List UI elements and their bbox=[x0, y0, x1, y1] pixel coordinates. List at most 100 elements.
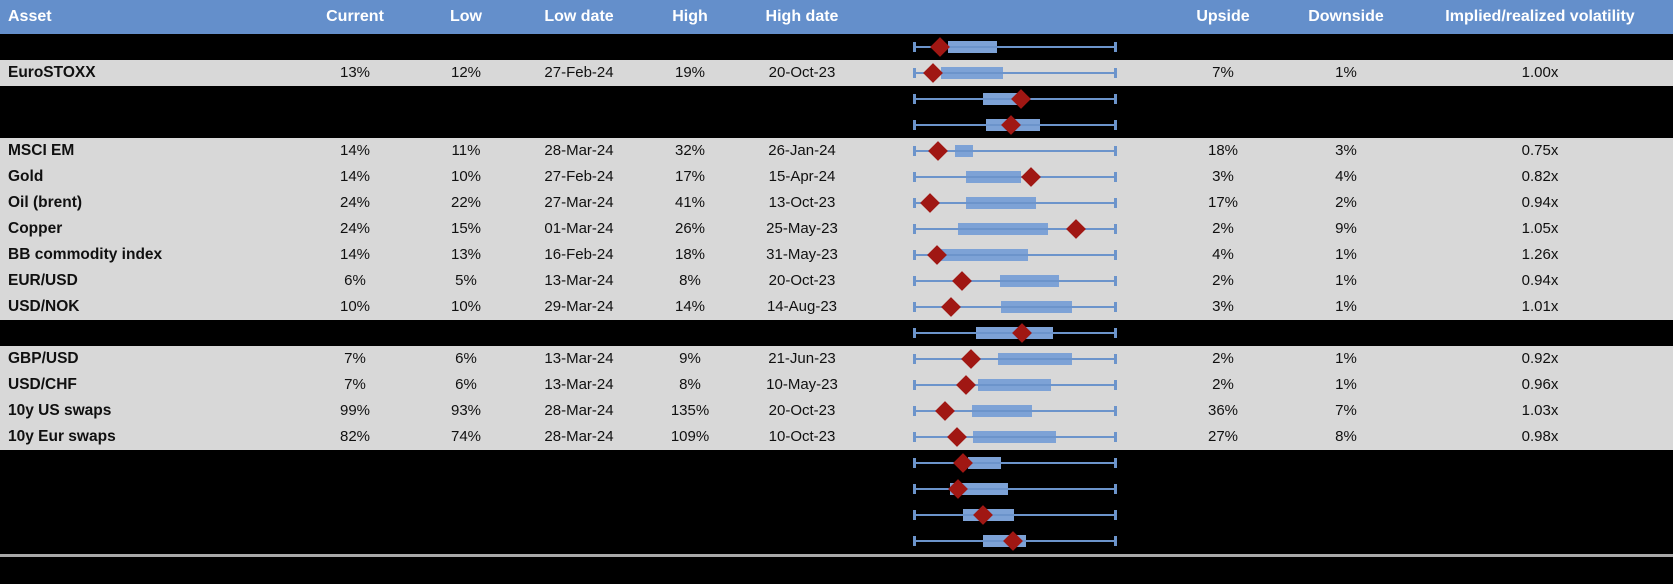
high-cell[interactable]: 109% bbox=[670, 428, 710, 445]
col-header-high[interactable]: High bbox=[672, 8, 708, 25]
upside-cell[interactable]: 2% bbox=[1212, 220, 1234, 237]
asset-cell[interactable]: 10y Eur swaps bbox=[8, 428, 116, 445]
high-date-cell[interactable]: 10-Oct-23 bbox=[768, 428, 836, 445]
downside-cell[interactable]: 7% bbox=[1335, 402, 1357, 419]
low-date-cell[interactable]: 27-Mar-24 bbox=[544, 194, 614, 211]
upside-cell[interactable]: 2% bbox=[1212, 350, 1234, 367]
current-cell[interactable]: 24% bbox=[339, 220, 371, 237]
low-date-cell[interactable]: 16-Feb-24 bbox=[544, 246, 614, 263]
high-cell[interactable]: 9% bbox=[679, 350, 701, 367]
downside-cell[interactable]: 1% bbox=[1335, 272, 1357, 289]
upside-cell[interactable]: 4% bbox=[1212, 246, 1234, 263]
current-cell[interactable]: 7% bbox=[344, 350, 366, 367]
current-cell[interactable]: 10% bbox=[339, 298, 371, 315]
downside-cell[interactable]: 2% bbox=[1335, 194, 1357, 211]
current-cell[interactable]: 14% bbox=[339, 142, 371, 159]
high-date-cell[interactable]: 20-Oct-23 bbox=[768, 64, 836, 81]
high-date-cell[interactable]: 14-Aug-23 bbox=[766, 298, 838, 315]
asset-cell[interactable]: BB commodity index bbox=[8, 246, 163, 263]
upside-cell[interactable]: 3% bbox=[1212, 298, 1234, 315]
high-cell[interactable]: 18% bbox=[674, 246, 706, 263]
implied-realized-volatility-cell[interactable]: 0.82x bbox=[1521, 168, 1559, 185]
asset-cell[interactable]: 10y US swaps bbox=[8, 402, 112, 419]
asset-cell[interactable]: MSCI EM bbox=[8, 142, 75, 159]
implied-realized-volatility-cell[interactable]: 1.26x bbox=[1521, 246, 1559, 263]
asset-cell[interactable]: EuroSTOXX bbox=[8, 64, 96, 81]
upside-cell[interactable]: 2% bbox=[1212, 376, 1234, 393]
low-cell[interactable]: 12% bbox=[450, 64, 482, 81]
current-cell[interactable]: 82% bbox=[339, 428, 371, 445]
low-date-cell[interactable]: 27-Feb-24 bbox=[544, 168, 614, 185]
current-cell[interactable]: 99% bbox=[339, 402, 371, 419]
upside-cell[interactable]: 17% bbox=[1207, 194, 1239, 211]
low-date-cell[interactable]: 29-Mar-24 bbox=[544, 298, 614, 315]
high-date-cell[interactable]: 20-Oct-23 bbox=[768, 402, 836, 419]
low-date-cell[interactable]: 28-Mar-24 bbox=[544, 428, 614, 445]
low-cell[interactable]: 13% bbox=[450, 246, 482, 263]
downside-cell[interactable]: 1% bbox=[1335, 298, 1357, 315]
asset-cell[interactable]: USD/CHF bbox=[8, 376, 77, 393]
high-cell[interactable]: 17% bbox=[674, 168, 706, 185]
low-cell[interactable]: 11% bbox=[451, 142, 481, 159]
high-cell[interactable]: 8% bbox=[679, 376, 701, 393]
implied-realized-volatility-cell[interactable]: 0.75x bbox=[1521, 142, 1559, 159]
current-cell[interactable]: 14% bbox=[339, 246, 371, 263]
downside-cell[interactable]: 3% bbox=[1335, 142, 1357, 159]
asset-cell[interactable]: Copper bbox=[8, 220, 63, 237]
col-header-upside[interactable]: Upside bbox=[1196, 8, 1250, 25]
asset-cell[interactable]: Oil (brent) bbox=[8, 194, 83, 211]
col-header-current[interactable]: Current bbox=[326, 8, 384, 25]
high-date-cell[interactable]: 15-Apr-24 bbox=[768, 168, 836, 185]
downside-cell[interactable]: 4% bbox=[1335, 168, 1357, 185]
upside-cell[interactable]: 18% bbox=[1207, 142, 1239, 159]
low-cell[interactable]: 6% bbox=[455, 376, 477, 393]
high-date-cell[interactable]: 25-May-23 bbox=[766, 220, 838, 237]
implied-realized-volatility-cell[interactable]: 0.98x bbox=[1521, 428, 1559, 445]
asset-cell[interactable]: EUR/USD bbox=[8, 272, 78, 289]
high-date-cell[interactable]: 10-May-23 bbox=[766, 376, 838, 393]
asset-cell[interactable]: Gold bbox=[8, 168, 44, 185]
low-cell[interactable]: 6% bbox=[455, 350, 477, 367]
high-date-cell[interactable]: 13-Oct-23 bbox=[768, 194, 836, 211]
low-cell[interactable]: 15% bbox=[450, 220, 482, 237]
low-date-cell[interactable]: 28-Mar-24 bbox=[544, 142, 614, 159]
high-cell[interactable]: 8% bbox=[679, 272, 701, 289]
implied-realized-volatility-cell[interactable]: 1.01x bbox=[1521, 298, 1559, 315]
upside-cell[interactable]: 7% bbox=[1212, 64, 1234, 81]
current-cell[interactable]: 13% bbox=[339, 64, 371, 81]
asset-cell[interactable]: GBP/USD bbox=[8, 350, 79, 367]
low-cell[interactable]: 10% bbox=[450, 168, 482, 185]
col-header-asset[interactable]: Asset bbox=[8, 8, 52, 25]
high-cell[interactable]: 41% bbox=[674, 194, 706, 211]
downside-cell[interactable]: 1% bbox=[1335, 64, 1357, 81]
low-cell[interactable]: 93% bbox=[450, 402, 482, 419]
low-cell[interactable]: 74% bbox=[450, 428, 482, 445]
low-date-cell[interactable]: 27-Feb-24 bbox=[544, 64, 614, 81]
downside-cell[interactable]: 1% bbox=[1335, 376, 1357, 393]
implied-realized-volatility-cell[interactable]: 1.00x bbox=[1521, 64, 1559, 81]
upside-cell[interactable]: 27% bbox=[1207, 428, 1239, 445]
low-cell[interactable]: 10% bbox=[450, 298, 482, 315]
upside-cell[interactable]: 3% bbox=[1212, 168, 1234, 185]
low-cell[interactable]: 22% bbox=[450, 194, 482, 211]
upside-cell[interactable]: 36% bbox=[1207, 402, 1239, 419]
high-cell[interactable]: 26% bbox=[674, 220, 706, 237]
col-header-low[interactable]: Low bbox=[450, 8, 482, 25]
high-cell[interactable]: 19% bbox=[674, 64, 706, 81]
col-header-high-date[interactable]: High date bbox=[765, 8, 839, 25]
current-cell[interactable]: 6% bbox=[344, 272, 366, 289]
implied-realized-volatility-cell[interactable]: 0.96x bbox=[1521, 376, 1559, 393]
current-cell[interactable]: 7% bbox=[344, 376, 366, 393]
col-header-low-date[interactable]: Low date bbox=[544, 8, 614, 25]
low-date-cell[interactable]: 01-Mar-24 bbox=[544, 220, 614, 237]
downside-cell[interactable]: 8% bbox=[1335, 428, 1357, 445]
implied-realized-volatility-cell[interactable]: 1.03x bbox=[1521, 402, 1559, 419]
low-date-cell[interactable]: 28-Mar-24 bbox=[544, 402, 614, 419]
implied-realized-volatility-cell[interactable]: 0.94x bbox=[1521, 272, 1559, 289]
downside-cell[interactable]: 1% bbox=[1335, 350, 1357, 367]
downside-cell[interactable]: 9% bbox=[1335, 220, 1357, 237]
asset-cell[interactable]: USD/NOK bbox=[8, 298, 80, 315]
high-cell[interactable]: 14% bbox=[674, 298, 706, 315]
implied-realized-volatility-cell[interactable]: 1.05x bbox=[1521, 220, 1559, 237]
high-date-cell[interactable]: 20-Oct-23 bbox=[768, 272, 836, 289]
